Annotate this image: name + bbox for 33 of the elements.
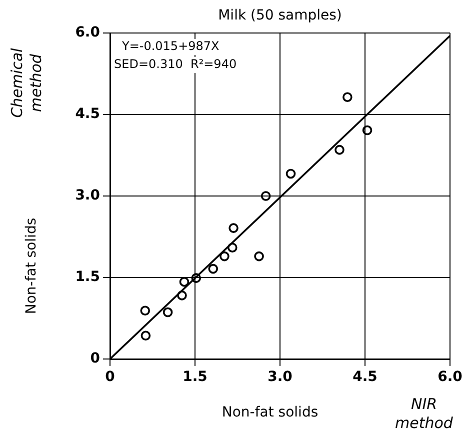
y-tick-label: 3.0 [75, 188, 100, 204]
point [254, 251, 264, 262]
point [334, 144, 344, 155]
point [140, 306, 150, 316]
y-tick-label: 4.5 [75, 106, 100, 122]
point [191, 273, 202, 283]
y-tick-label: 1.5 [75, 269, 100, 286]
x-tick-label: 6.0 [438, 369, 463, 386]
x-tick-label: 4.5 [352, 369, 378, 386]
y-tick-label: 0 [90, 350, 100, 367]
point [342, 92, 352, 102]
chart-title: Milk (50 samples) [218, 8, 342, 24]
x-tick-label: 1.5 [182, 369, 208, 386]
x-tick-label: 3.0 [268, 369, 293, 386]
point [228, 242, 238, 253]
point [179, 276, 190, 287]
point [177, 290, 187, 300]
point [362, 125, 372, 136]
y-axis-title: Non-fat solids [24, 218, 40, 314]
annotation: Y=-0.015+987X [121, 39, 220, 54]
y-tick-label: 6.0 [75, 24, 100, 41]
point [220, 251, 230, 262]
point [162, 307, 173, 318]
point [260, 191, 271, 201]
point [208, 264, 218, 274]
text: NIR method [395, 394, 454, 432]
x-axis-title: Non-fat solids [222, 404, 318, 421]
point [228, 223, 238, 233]
x-tick-label: 0 [105, 369, 116, 386]
text: Chemical method [8, 47, 45, 118]
annotation: SED=0.310 R²=940 [114, 57, 237, 72]
point [286, 168, 296, 179]
point [140, 330, 151, 341]
